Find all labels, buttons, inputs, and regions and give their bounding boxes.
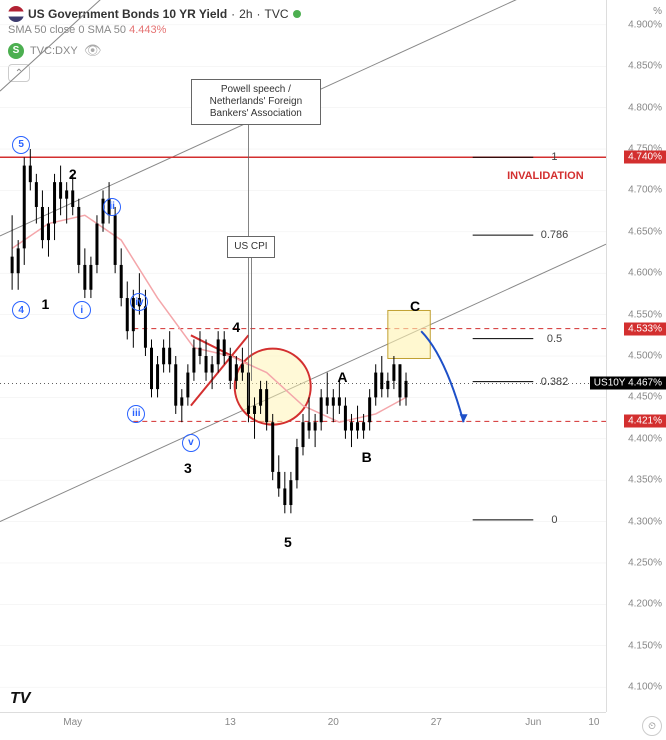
fib-level-label: 1 bbox=[551, 151, 557, 163]
elliott-wave-minor: i bbox=[73, 301, 91, 319]
price-label: US10Y 4.467% bbox=[590, 377, 666, 390]
elliott-wave-label: C bbox=[410, 298, 420, 314]
ytick: 4.100% bbox=[628, 682, 662, 693]
fib-level-label: 0.5 bbox=[547, 333, 562, 345]
price-label: 4.533% bbox=[624, 322, 666, 335]
elliott-wave-label: 3 bbox=[184, 460, 192, 476]
ytick: 4.200% bbox=[628, 599, 662, 610]
fib-level-label: 0 bbox=[551, 514, 557, 526]
elliott-wave-minor: ii bbox=[103, 198, 121, 216]
callout-powell: Powell speech / Netherlands' Foreign Ban… bbox=[191, 79, 321, 125]
elliott-wave-minor: iii bbox=[127, 405, 145, 423]
ytick: 4.900% bbox=[628, 19, 662, 30]
ytick: 4.550% bbox=[628, 309, 662, 320]
price-label: 4.421% bbox=[624, 415, 666, 428]
xtick: 20 bbox=[328, 717, 339, 728]
elliott-wave-label: B bbox=[362, 449, 372, 465]
ytick: 4.500% bbox=[628, 351, 662, 362]
x-axis[interactable]: May 13 20 27 Jun 10 bbox=[0, 712, 606, 740]
elliott-wave-label: 4 bbox=[232, 319, 240, 335]
ytick: 4.700% bbox=[628, 185, 662, 196]
xtick: 10 bbox=[588, 717, 599, 728]
ytick: 4.250% bbox=[628, 557, 662, 568]
xtick: May bbox=[63, 717, 82, 728]
yaxis-title: % bbox=[653, 6, 662, 17]
elliott-wave-circle: 4 bbox=[12, 301, 30, 319]
ytick: 4.850% bbox=[628, 61, 662, 72]
callout-cpi: US CPI bbox=[227, 236, 274, 258]
ytick: 4.800% bbox=[628, 102, 662, 113]
ytick: 4.600% bbox=[628, 268, 662, 279]
xtick: 13 bbox=[225, 717, 236, 728]
xtick: 27 bbox=[431, 717, 442, 728]
elliott-wave-minor: iv bbox=[130, 293, 148, 311]
elliott-wave-label: 5 bbox=[284, 534, 292, 550]
ytick: 4.300% bbox=[628, 516, 662, 527]
fib-level-label: 0.382 bbox=[541, 376, 569, 388]
y-axis[interactable]: % 4.900%4.850%4.800%4.750%4.700%4.650%4.… bbox=[606, 0, 666, 712]
elliott-wave-circle: 5 bbox=[12, 136, 30, 154]
ytick: 4.400% bbox=[628, 433, 662, 444]
invalidation-text: INVALIDATION bbox=[507, 170, 584, 182]
elliott-wave-minor: v bbox=[182, 434, 200, 452]
ytick: 4.150% bbox=[628, 640, 662, 651]
goto-date-button[interactable]: ⏲ bbox=[642, 716, 662, 736]
price-label: 4.740% bbox=[624, 151, 666, 164]
ytick: 4.350% bbox=[628, 475, 662, 486]
elliott-wave-label: A bbox=[337, 369, 347, 385]
ytick: 4.450% bbox=[628, 392, 662, 403]
fib-level-label: 0.786 bbox=[541, 229, 569, 241]
xtick: Jun bbox=[525, 717, 541, 728]
ytick: 4.650% bbox=[628, 226, 662, 237]
chart-container: US Government Bonds 10 YR Yield · 2h · T… bbox=[0, 0, 666, 740]
elliott-wave-label: 2 bbox=[69, 166, 77, 182]
elliott-wave-label: 1 bbox=[42, 296, 50, 312]
